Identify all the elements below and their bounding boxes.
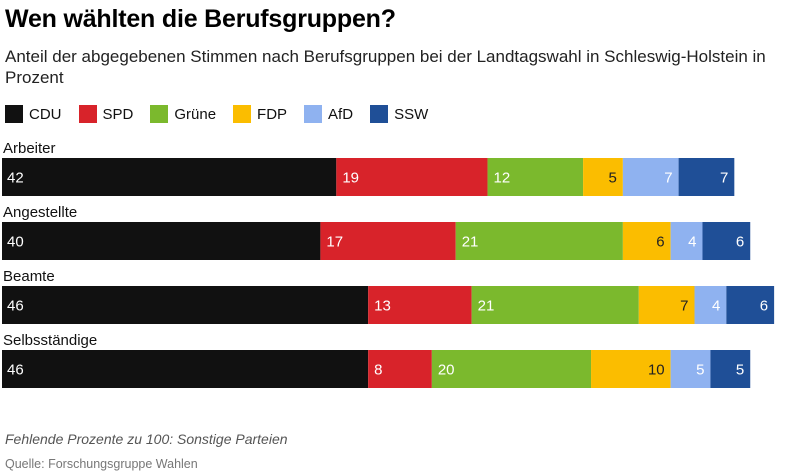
data-label: 5 (609, 170, 617, 187)
bar-segment-afd (670, 350, 711, 388)
legend-item-cdu: CDU (5, 105, 62, 123)
bar-segment-spd (320, 222, 456, 260)
data-label: 10 (648, 362, 665, 379)
bar-segment-fdp (622, 222, 671, 260)
chart-legend: CDU SPD Grüne FDP AfD SSW (5, 105, 445, 123)
bar-segment-afd (670, 222, 703, 260)
legend-item-grüne: Grüne (150, 105, 216, 123)
bar-segment-spd (368, 286, 472, 324)
bar-segment-ssw (726, 286, 775, 324)
legend-label: CDU (29, 105, 62, 123)
bar-segment-afd (622, 158, 679, 196)
category-label: Angestellte (3, 204, 77, 221)
legend-swatch (304, 105, 323, 123)
legend-label: SSW (394, 105, 429, 123)
data-label: 4 (688, 234, 696, 251)
category-label: Beamte (3, 268, 55, 285)
legend-item-spd: SPD (78, 105, 134, 123)
data-label: 7 (680, 298, 688, 315)
bar-segment-ssw (710, 350, 751, 388)
bar-segment-ssw (678, 158, 735, 196)
bar-segment-spd (368, 350, 432, 388)
data-label: 13 (374, 298, 391, 315)
legend-swatch (5, 105, 23, 123)
legend-label: AfD (328, 105, 354, 123)
legend-swatch (150, 105, 169, 123)
data-label: 17 (326, 234, 343, 251)
data-label: 40 (7, 234, 24, 251)
data-label: 21 (462, 234, 479, 251)
bar-segment-grüne (471, 286, 639, 324)
legend-swatch (370, 105, 389, 123)
bar-segment-cdu (2, 158, 337, 196)
legend-item-fdp: FDP (233, 105, 287, 123)
legend-swatch (233, 105, 252, 123)
bar-segment-grüne (431, 350, 592, 388)
bar-segment-fdp (591, 350, 671, 388)
data-label: 6 (656, 234, 664, 251)
data-label: 8 (374, 362, 382, 379)
bar-segment-ssw (702, 222, 751, 260)
bar-segment-cdu (2, 350, 369, 388)
legend-label: Grüne (174, 105, 217, 123)
chart-source: Quelle: Forschungsgruppe Wahlen (5, 457, 198, 471)
legend-item-afd: AfD (304, 105, 353, 123)
data-label: 46 (7, 298, 24, 315)
category-label: Selbsständige (3, 332, 97, 349)
data-label: 4 (712, 298, 720, 315)
data-label: 6 (736, 234, 744, 251)
data-label: 12 (494, 170, 511, 187)
bar-segment-fdp (583, 158, 623, 196)
bar-segment-grüne (487, 158, 584, 196)
bar-segment-cdu (2, 222, 321, 260)
data-label: 5 (696, 362, 704, 379)
data-label: 7 (664, 170, 672, 187)
bar-segment-afd (694, 286, 727, 324)
chart-footnote: Fehlende Prozente zu 100: Sonstige Parte… (5, 431, 288, 447)
data-label: 21 (478, 298, 495, 315)
category-label: Arbeiter (3, 140, 56, 157)
legend-item-ssw: SSW (370, 105, 428, 123)
data-label: 7 (720, 170, 728, 187)
data-label: 5 (736, 362, 744, 379)
bar-segment-spd (336, 158, 488, 196)
legend-swatch (78, 105, 97, 123)
data-label: 42 (7, 170, 24, 187)
bar-segment-fdp (638, 286, 695, 324)
data-label: 46 (7, 362, 24, 379)
legend-label: SPD (102, 105, 134, 123)
bar-segment-grüne (455, 222, 623, 260)
data-label: 19 (342, 170, 359, 187)
data-label: 6 (760, 298, 768, 315)
bar-segment-cdu (2, 286, 369, 324)
legend-label: FDP (257, 105, 288, 123)
data-label: 20 (438, 362, 455, 379)
chart-subtitle: Anteil der abgegebenen Stimmen nach Beru… (5, 47, 766, 87)
chart-title: Wen wählten die Berufsgruppen? (5, 5, 396, 33)
